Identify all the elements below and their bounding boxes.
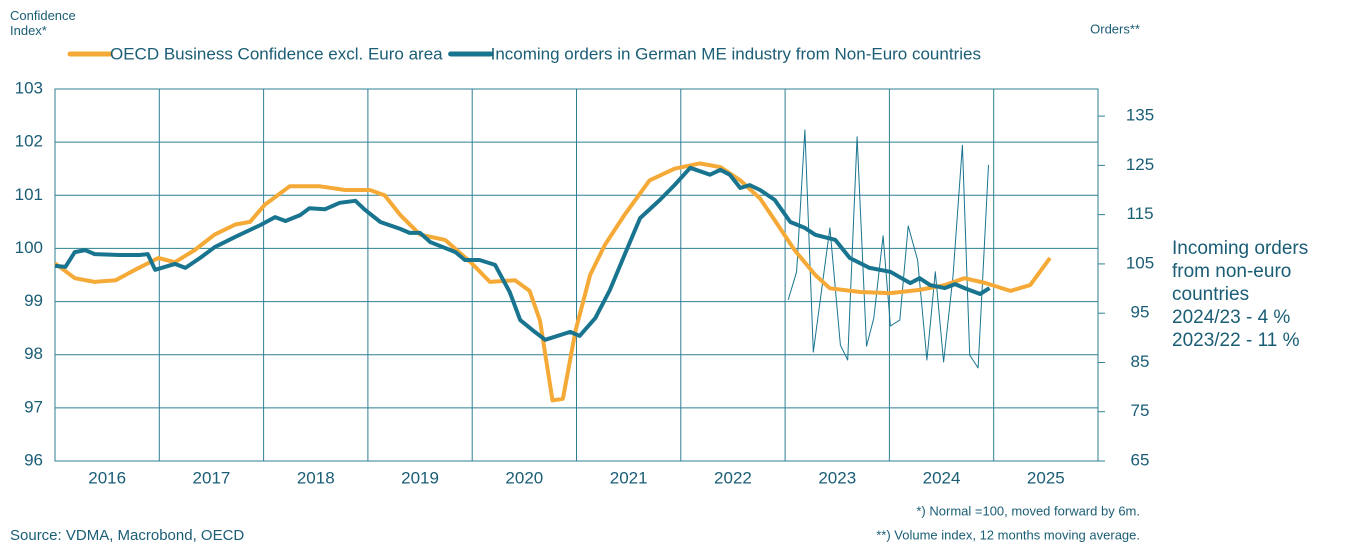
side-note: from non-euro: [1172, 261, 1291, 282]
y2-tick-label: 95: [1131, 303, 1150, 322]
x-tick-label: 2021: [610, 468, 648, 487]
x-tick-label: 2023: [818, 468, 856, 487]
y2-axis-title: Orders**: [1090, 21, 1140, 36]
data-line: [54, 165, 991, 342]
legend-label: Incoming orders in German ME industry fr…: [491, 44, 981, 63]
data-line: [53, 161, 1052, 403]
side-note: 2024/23 - 4 %: [1172, 307, 1290, 328]
y2-tick-label: 105: [1126, 253, 1154, 272]
y2-tick-label: 75: [1131, 401, 1150, 420]
y-axis-title-1: Confidence Index*: [10, 8, 76, 38]
x-tick-label: 2024: [923, 468, 961, 487]
y-tick-label: 96: [24, 450, 43, 469]
footnote: **) Volume index, 12 months moving avera…: [876, 527, 1140, 542]
x-tick-label: 2017: [193, 468, 231, 487]
source: Source: VDMA, Macrobond, OECD: [10, 527, 244, 544]
x-tick-label: 2018: [297, 468, 335, 487]
y-tick-label: 97: [24, 397, 43, 416]
side-note: countries: [1172, 284, 1249, 305]
y2-tick-label: 125: [1126, 155, 1154, 174]
legend-label: OECD Business Confidence excl. Euro area: [110, 44, 443, 63]
y2-tick-label: 135: [1126, 106, 1154, 125]
y-tick-label: 100: [15, 238, 43, 257]
y2-tick-label: 65: [1131, 450, 1150, 469]
y-tick-label: 101: [15, 185, 43, 204]
y2-tick-label: 85: [1131, 352, 1150, 371]
y2-tick-label: 115: [1126, 204, 1153, 223]
x-tick-label: 2025: [1027, 468, 1065, 487]
side-note: 2023/22 - 11 %: [1172, 330, 1300, 351]
x-tick-label: 2022: [714, 468, 752, 487]
y-tick-label: 102: [15, 132, 43, 151]
footnote: *) Normal =100, moved forward by 6m.: [916, 503, 1140, 518]
x-tick-label: 2020: [505, 468, 543, 487]
y-tick-label: 98: [24, 344, 43, 363]
x-tick-label: 2016: [88, 468, 126, 487]
y-tick-label: 99: [24, 291, 43, 310]
data-line: [787, 129, 989, 369]
y-tick-label: 103: [15, 78, 43, 97]
x-tick-label: 2019: [401, 468, 439, 487]
side-note: Incoming orders: [1172, 238, 1308, 259]
